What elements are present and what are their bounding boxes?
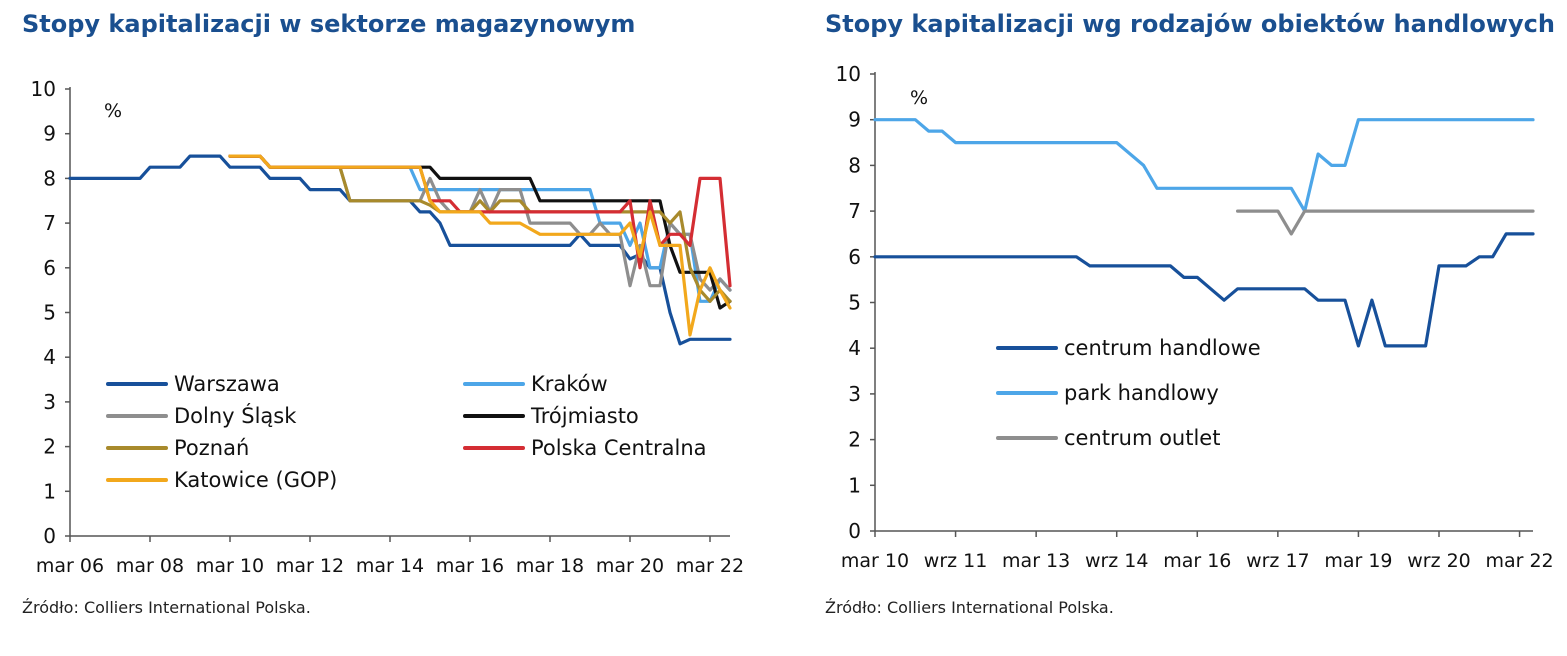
y-tick-label: 6 <box>43 256 56 280</box>
y-tick-label: 8 <box>848 153 861 177</box>
y-tick-label: 3 <box>43 390 56 414</box>
warehouse-chart-panel: 0 1 2 3 4 5 6 7 8 9 10 mar 06 mar 08 mar 10 mar 12 mar … <box>0 0 780 656</box>
y-tick-label: 0 <box>848 519 861 543</box>
y-tick-label: 1 <box>848 473 861 497</box>
y-tick-label: 2 <box>43 435 56 459</box>
series-line-dolny-slask <box>228 154 732 292</box>
y-tick-label: 8 <box>43 166 56 190</box>
y-tick-label: 7 <box>43 211 56 235</box>
x-tick-label: mar 16 <box>436 555 504 577</box>
y-tick-label: 9 <box>43 122 56 146</box>
y-tick-label: 7 <box>848 199 861 223</box>
chart-title: Stopy kapitalizacji w sektorze magazynow… <box>22 10 636 38</box>
x-tick-label: mar 12 <box>276 555 344 577</box>
source-note: Źródło: Colliers International Polska. <box>825 598 1114 617</box>
x-tick-label: wrz 14 <box>1085 550 1149 572</box>
unit-label: % <box>910 87 928 109</box>
series-line-warszawa <box>68 154 732 346</box>
legend-label: park handlowy <box>1064 381 1219 405</box>
y-tick-label: 3 <box>848 382 861 406</box>
x-tick-label: mar 06 <box>36 555 104 577</box>
series-line-centrum-handlowe <box>873 232 1535 348</box>
x-tick-label: mar 20 <box>596 555 664 577</box>
x-tick-label: mar 10 <box>196 555 264 577</box>
x-tick-label: mar 22 <box>1485 550 1553 572</box>
y-tick-label: 10 <box>31 77 56 101</box>
legend-label: centrum handlowe <box>1064 336 1261 360</box>
x-tick-label: mar 14 <box>356 555 424 577</box>
legend-label: Kraków <box>531 372 608 396</box>
warehouse-chart: 0 1 2 3 4 5 6 7 8 9 10 mar 06 mar 08 mar 10 mar 12 mar … <box>31 77 745 577</box>
x-tick-label: mar 19 <box>1324 550 1392 572</box>
y-tick-label: 1 <box>43 479 56 503</box>
series-line-katowice-gop <box>228 154 732 337</box>
series-line-park-handlowy <box>873 118 1535 213</box>
x-tick-label: wrz 11 <box>924 550 988 572</box>
legend-label: Polska Centralna <box>531 436 707 460</box>
legend-label: Katowice (GOP) <box>174 468 337 492</box>
retail-chart-panel: 0 1 2 3 4 5 6 7 8 9 10 mar 10 wrz 11 mar 13 wrz 14 mar … <box>800 0 1567 656</box>
series-line-poznan <box>228 154 732 303</box>
y-tick-label: 2 <box>848 428 861 452</box>
source-note: Źródło: Colliers International Polska. <box>22 598 311 617</box>
y-tick-label: 4 <box>848 336 861 360</box>
legend-label: Poznań <box>174 436 249 460</box>
x-tick-label: wrz 20 <box>1407 550 1471 572</box>
x-tick-label: mar 08 <box>116 555 184 577</box>
y-tick-label: 6 <box>848 245 861 269</box>
x-tick-label: mar 10 <box>841 550 909 572</box>
y-tick-label: 5 <box>848 291 861 315</box>
legend-label: centrum outlet <box>1064 426 1220 450</box>
x-tick-label: mar 16 <box>1163 550 1231 572</box>
unit-label: % <box>104 100 122 122</box>
chart-title: Stopy kapitalizacji wg rodzajów obiektów… <box>825 10 1555 38</box>
x-tick-label: mar 13 <box>1002 550 1070 572</box>
y-tick-label: 4 <box>43 345 56 369</box>
x-tick-label: mar 18 <box>516 555 584 577</box>
y-tick-label: 0 <box>43 524 56 548</box>
x-tick-label: mar 22 <box>676 555 744 577</box>
series-line-centrum-outlet <box>1236 209 1535 236</box>
y-tick-label: 10 <box>836 62 861 86</box>
legend-label: Warszawa <box>174 372 280 396</box>
y-tick-label: 5 <box>43 301 56 325</box>
legend-label: Dolny Śląsk <box>174 403 297 428</box>
retail-chart: 0 1 2 3 4 5 6 7 8 9 10 mar 10 wrz 11 mar 13 wrz 14 mar … <box>836 62 1554 572</box>
x-tick-label: wrz 17 <box>1246 550 1310 572</box>
legend-label: Trójmiasto <box>530 404 639 428</box>
y-tick-label: 9 <box>848 108 861 132</box>
